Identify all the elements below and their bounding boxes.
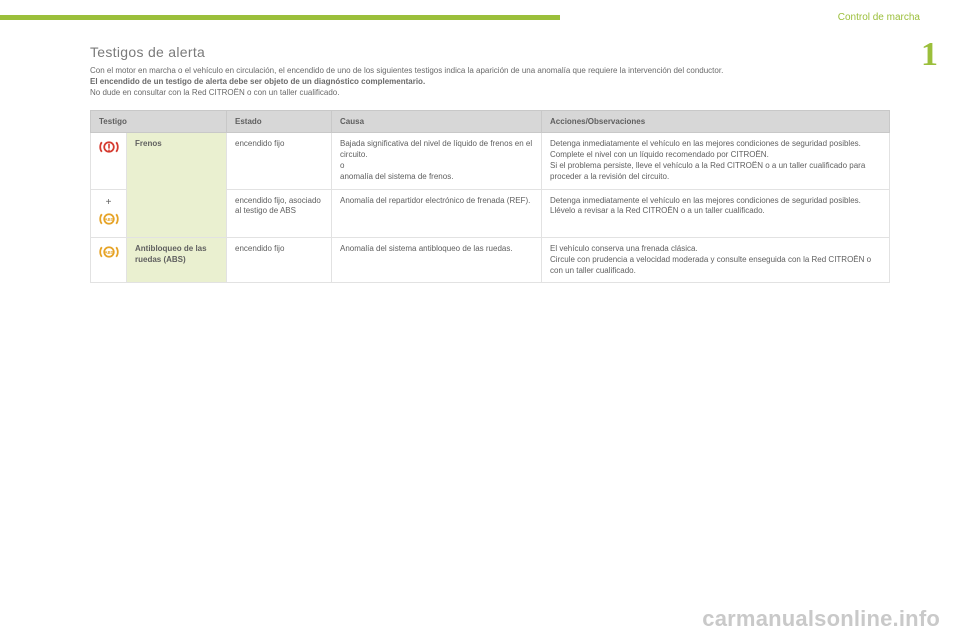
icon-cell: + ABS [91,189,127,238]
table-header-row: Testigo Estado Causa Acciones/Observacio… [91,111,890,133]
section-title: Testigos de alerta [90,44,890,60]
estado-cell: encendido fijo, asociado al testigo de A… [227,189,332,238]
plus-icon: + [93,196,124,210]
abs-warning-icon: ABS [99,211,119,231]
warning-table: Testigo Estado Causa Acciones/Observacio… [90,110,890,283]
breadcrumb: Control de marcha [838,12,920,23]
intro-text: Con el motor en marcha o el vehículo en … [90,66,890,98]
causa-cell: Anomalía del sistema antibloqueo de las … [332,238,542,283]
estado-cell: encendido fijo [227,133,332,189]
top-accent-bar [0,15,560,20]
col-header-testigo: Testigo [91,111,227,133]
intro-line: El encendido de un testigo de alerta deb… [90,77,890,88]
icon-cell [91,133,127,189]
table-row: Frenos encendido fijo Bajada significati… [91,133,890,189]
icon-cell: ABS [91,238,127,283]
svg-text:ABS: ABS [104,250,113,255]
accion-cell: El vehículo conserva una frenada clásica… [542,238,890,283]
accion-cell: Detenga inmediatamente el vehículo en la… [542,133,890,189]
causa-cell: Bajada significativa del nivel de líquid… [332,133,542,189]
svg-text:ABS: ABS [104,217,113,222]
accion-cell: Detenga inmediatamente el vehículo en la… [542,189,890,238]
table-row: ABS Antibloqueo de las ruedas (ABS) ence… [91,238,890,283]
testigo-name: Frenos [127,133,227,238]
col-header-estado: Estado [227,111,332,133]
estado-cell: encendido fijo [227,238,332,283]
col-header-causa: Causa [332,111,542,133]
page-content: Testigos de alerta Con el motor en march… [90,44,890,283]
col-header-acciones: Acciones/Observaciones [542,111,890,133]
intro-line: Con el motor en marcha o el vehículo en … [90,66,890,77]
intro-line: No dude en consultar con la Red CITROËN … [90,88,890,99]
causa-cell: Anomalía del repartidor electrónico de f… [332,189,542,238]
chapter-number: 1 [921,36,938,74]
testigo-name: Antibloqueo de las ruedas (ABS) [127,238,227,283]
abs-warning-icon: ABS [99,244,119,264]
watermark: carmanualsonline.info [702,606,940,632]
brake-warning-icon [99,139,119,159]
